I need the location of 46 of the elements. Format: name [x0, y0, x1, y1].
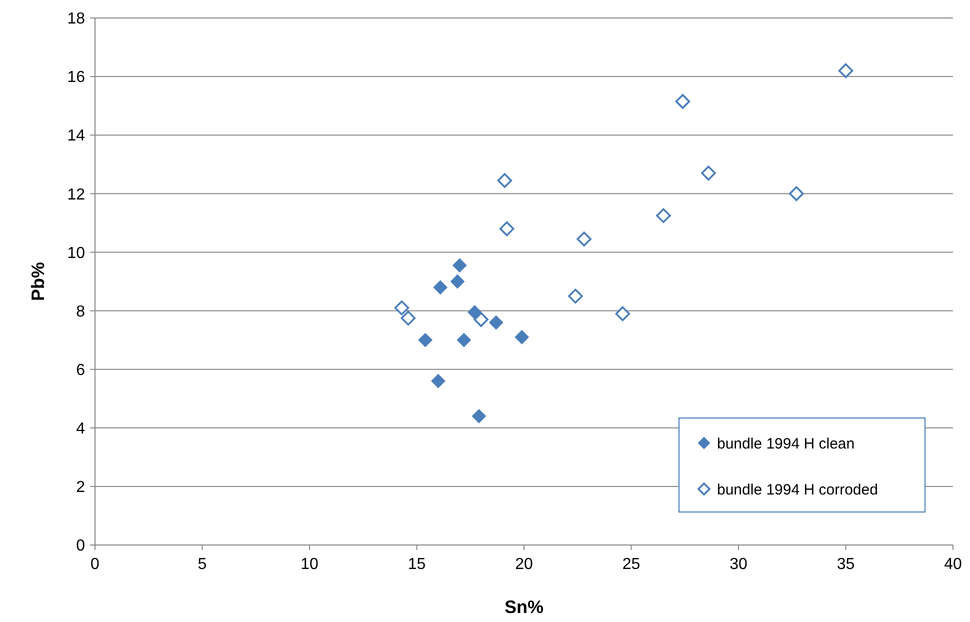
- y-tick-label: 8: [76, 303, 86, 320]
- point: [433, 280, 448, 294]
- y-tick-label: 18: [67, 10, 86, 28]
- point: [576, 232, 592, 246]
- point: [450, 274, 465, 288]
- point: [452, 258, 467, 272]
- point: [418, 333, 432, 348]
- y-tick-label: 12: [67, 186, 86, 204]
- y-tick-label: 6: [76, 362, 86, 379]
- x-tick-label: 0: [90, 556, 100, 573]
- x-tick-label: 5: [198, 556, 207, 573]
- y-tick-label: 16: [67, 69, 86, 86]
- x-axis-title: Sn%: [504, 597, 544, 617]
- y-tick-label: 2: [76, 479, 86, 496]
- point: [656, 208, 671, 224]
- point: [472, 409, 486, 424]
- x-tick-label: 30: [730, 556, 748, 573]
- point: [615, 306, 630, 322]
- point: [468, 305, 482, 320]
- point: [456, 333, 471, 348]
- point: [789, 186, 804, 202]
- x-tick-label: 15: [408, 556, 426, 573]
- point: [394, 300, 410, 316]
- x-tick-label: 40: [944, 556, 962, 573]
- x-tick-label: 25: [622, 556, 640, 573]
- x-tick-label: 35: [836, 556, 855, 573]
- y-tick-label: 4: [76, 420, 86, 438]
- point: [497, 173, 512, 188]
- x-tick-label: 10: [300, 556, 318, 573]
- y-tick-label: 14: [67, 128, 86, 145]
- legend-label: bundle 1994 H corroded: [717, 481, 878, 498]
- point: [838, 63, 854, 78]
- point: [400, 310, 416, 326]
- point: [514, 330, 529, 344]
- point: [474, 312, 488, 327]
- point: [499, 221, 514, 236]
- point: [431, 374, 446, 388]
- y-tick-label: 10: [67, 244, 86, 262]
- y-tick-label: 0: [76, 538, 86, 555]
- x-tick-label: 20: [515, 556, 533, 573]
- point: [701, 166, 716, 181]
- point: [675, 94, 690, 109]
- point: [568, 288, 583, 304]
- legend-label: bundle 1994 H clean: [717, 435, 855, 452]
- point: [489, 315, 504, 330]
- y-axis-title: Pb%: [28, 262, 48, 302]
